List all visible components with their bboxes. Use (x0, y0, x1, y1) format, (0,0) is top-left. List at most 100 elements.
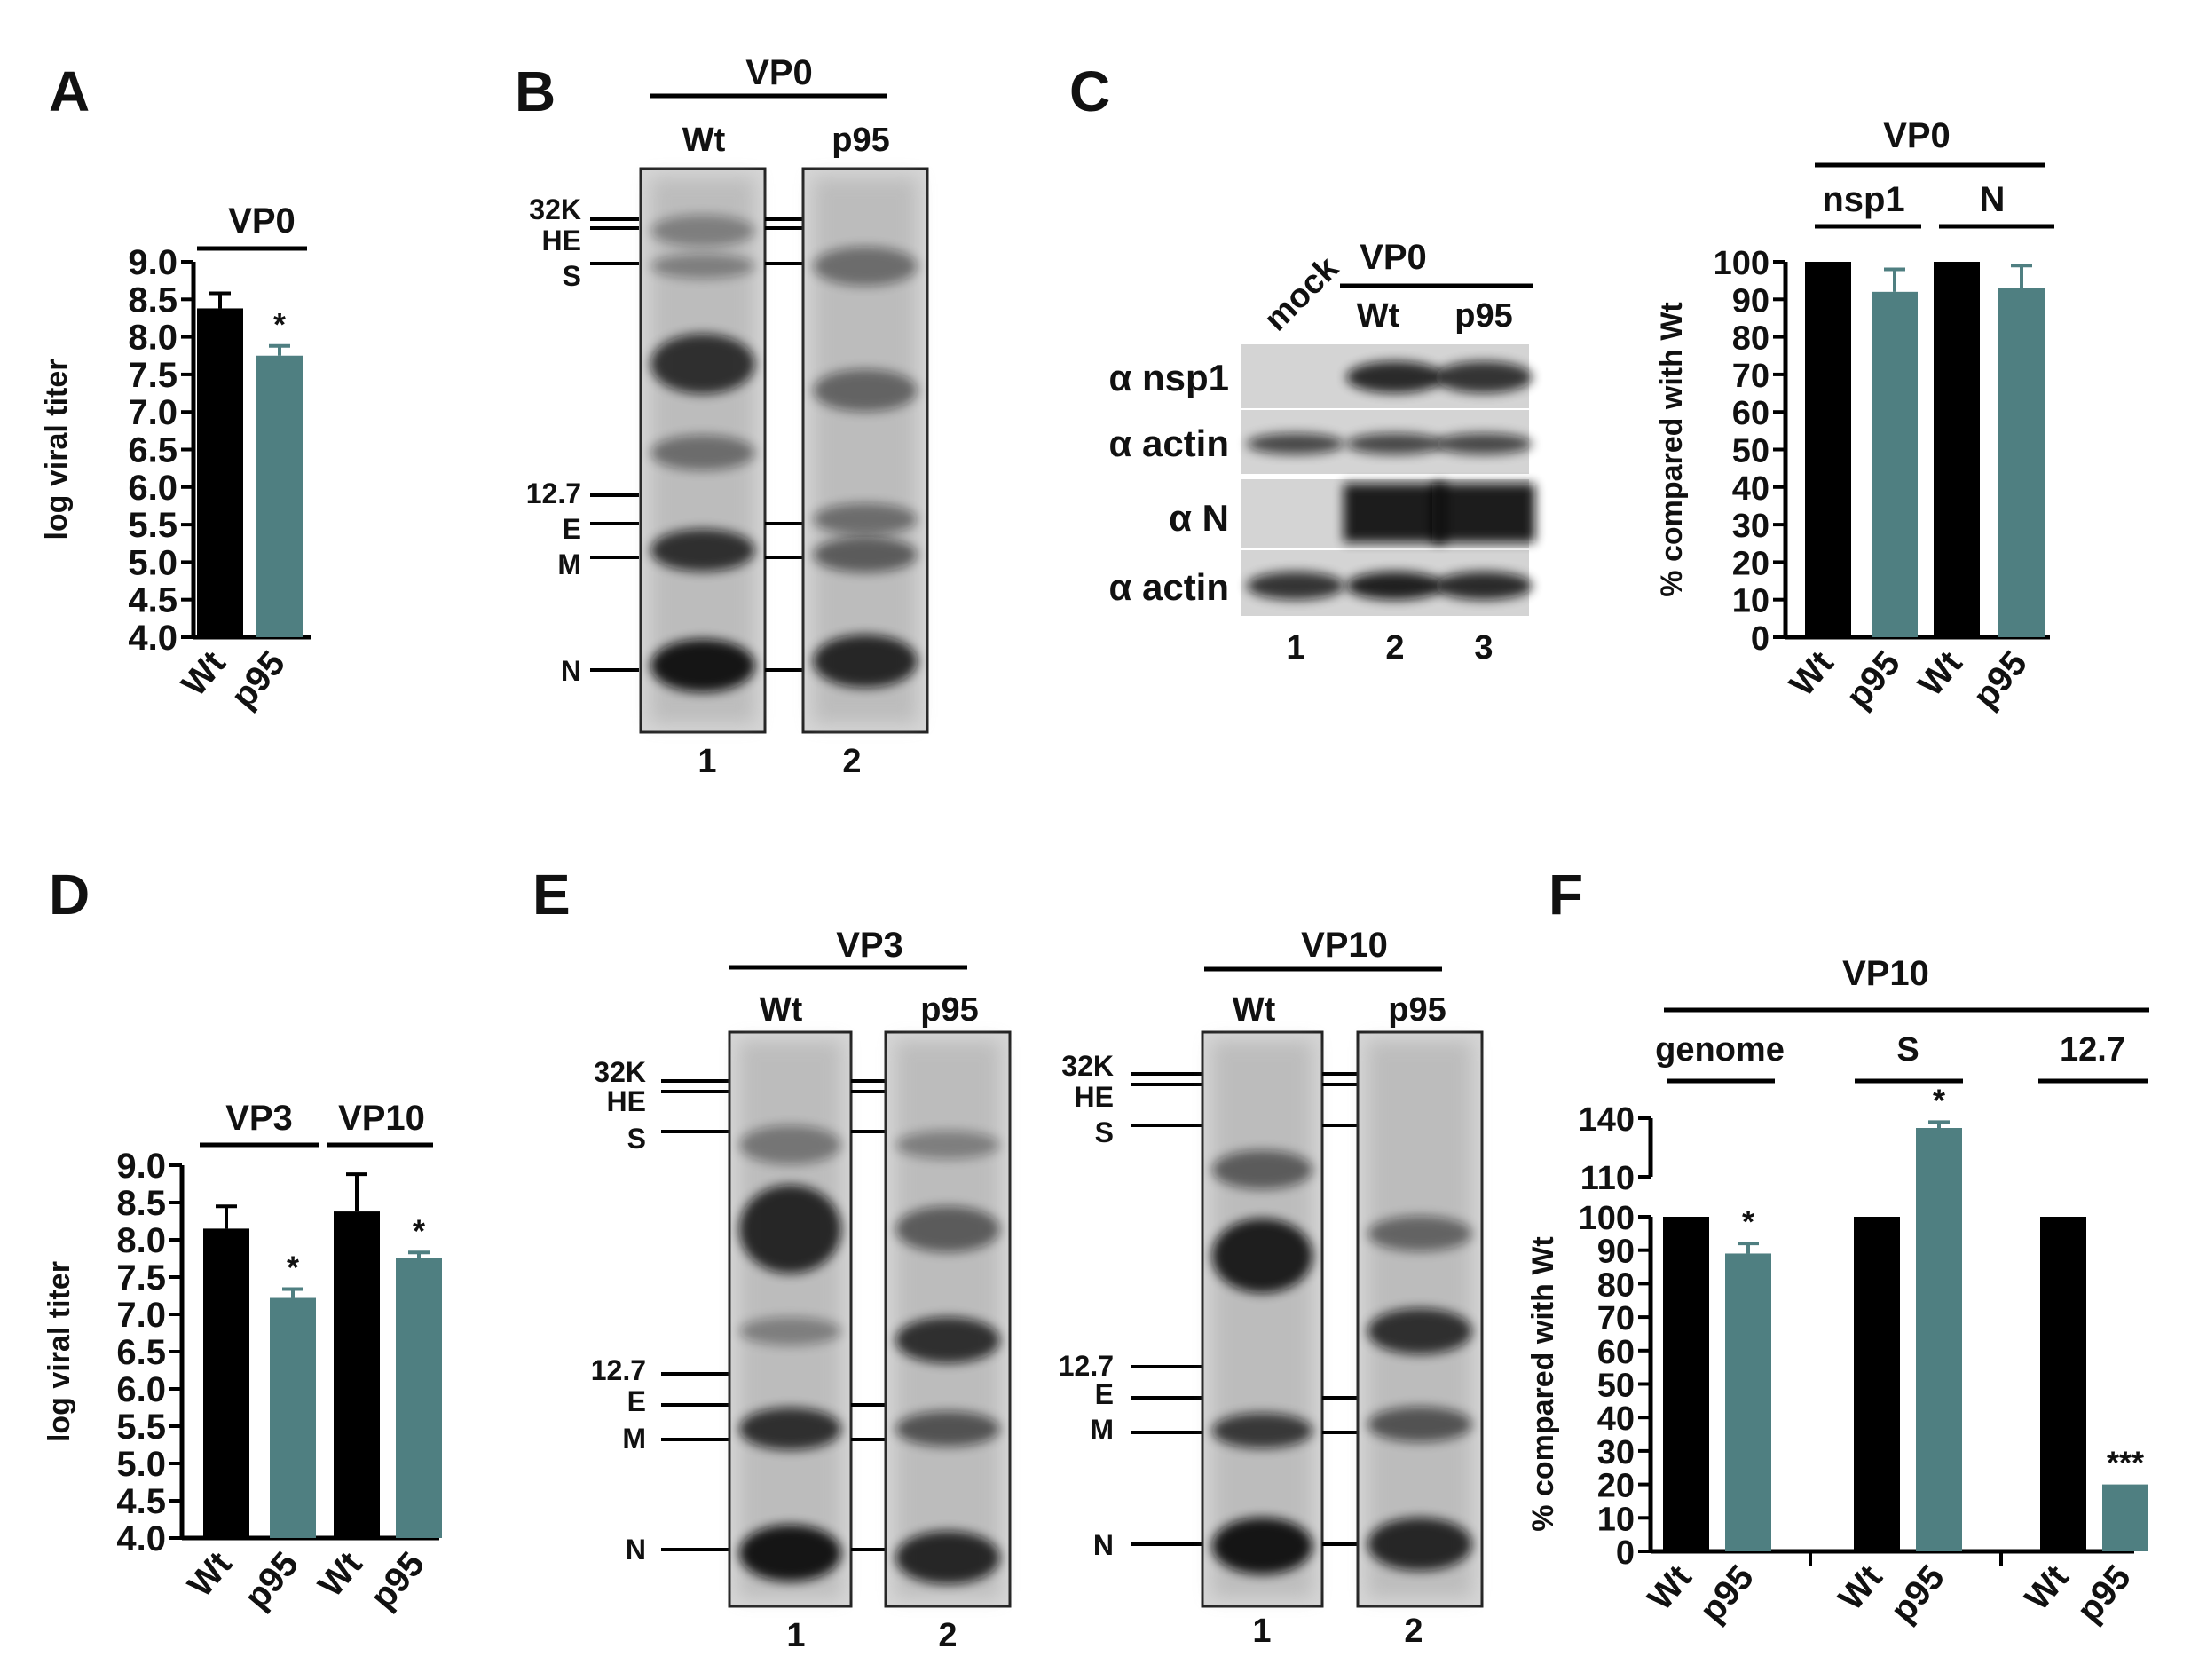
y-tick-label: 9.0 (128, 243, 177, 282)
x-tick-label: Wt (180, 1545, 240, 1605)
bar (1805, 262, 1851, 637)
bar (1663, 1217, 1709, 1551)
panel-e-gel1-lane-number-2: 2 (938, 1617, 957, 1654)
gel-band (738, 1185, 842, 1274)
y-tick-label: 30 (1732, 508, 1769, 545)
y-tick-label: 70 (1597, 1300, 1635, 1337)
y-axis-label: log viral titer (40, 359, 74, 540)
panel-c-blot-lane-wt: Wt (1357, 297, 1400, 335)
panel-letter-a: A (49, 59, 90, 123)
panel-c-blot-lane-number-1: 1 (1286, 629, 1304, 666)
panel-letter-f: F (1549, 863, 1583, 927)
y-tick-label: 9.0 (116, 1147, 166, 1186)
y-tick-label: 140 (1579, 1101, 1635, 1139)
bar (1998, 288, 2045, 637)
y-tick-label: 6.5 (116, 1333, 166, 1372)
y-tick-label: 6.0 (116, 1370, 166, 1409)
y-tick-label: 70 (1732, 358, 1769, 395)
panel-c-mock-label: mock (1257, 249, 1347, 339)
y-tick-label: 100 (1579, 1200, 1635, 1237)
y-tick-label: 5.5 (116, 1408, 166, 1447)
panel-e-gel2-header: VP10 (1301, 926, 1388, 965)
y-tick-label: 7.5 (128, 356, 177, 395)
gel-band (1367, 1518, 1472, 1571)
gel-band (650, 639, 755, 692)
bar (197, 308, 243, 637)
panel-d-group-vp3: VP3 (225, 1099, 293, 1138)
marker-label: 12.7 (591, 1354, 646, 1386)
x-tick-label: Wt (2017, 1558, 2077, 1618)
gel-band (895, 1531, 1000, 1584)
marker-label: 32K (529, 193, 581, 225)
gel-band (1211, 1518, 1313, 1574)
y-tick-label: 80 (1732, 320, 1769, 358)
panel-e: E VP3 Wt p95 VP10 Wt p95 32KHES12.7EMN32… (532, 863, 1484, 1654)
y-tick-label: 10 (1597, 1501, 1635, 1538)
marker-label: S (1095, 1116, 1114, 1148)
gel-band (1211, 1219, 1313, 1293)
marker-label: E (1095, 1378, 1114, 1410)
gel-band (738, 1525, 842, 1581)
blot-band (1247, 572, 1344, 600)
panel-e-gel2-lane-p95: p95 (1388, 991, 1446, 1029)
y-tick-label: 90 (1597, 1234, 1635, 1271)
y-tick-label: 30 (1597, 1434, 1635, 1471)
gel-band (895, 1317, 1000, 1363)
significance-mark: *** (2107, 1445, 2144, 1481)
y-tick-label: 40 (1732, 470, 1769, 508)
panel-f-group-12-7: 12.7 (2060, 1031, 2125, 1069)
gel-band (813, 537, 918, 572)
x-tick-label: Wt (1831, 1558, 1890, 1618)
panel-c: C mock VP0 Wt p95 α nsp1 α actin α N α a… (1069, 59, 2054, 716)
y-axis-label: log viral titer (43, 1261, 76, 1442)
panel-c-group-nsp1: nsp1 (1822, 180, 1904, 219)
y-tick-label: 100 (1714, 245, 1769, 282)
gel-band (895, 1206, 1000, 1252)
bar (1916, 1128, 1962, 1551)
significance-mark: * (1933, 1082, 1945, 1118)
blot-band (1435, 361, 1533, 393)
y-tick-label: 20 (1732, 545, 1769, 582)
y-tick-label: 90 (1732, 282, 1769, 319)
marker-label: HE (542, 225, 581, 256)
significance-mark: * (287, 1249, 299, 1285)
y-tick-label: 8.5 (128, 280, 177, 319)
y-tick-label: 8.0 (128, 319, 177, 358)
y-tick-label: 110 (1580, 1160, 1635, 1197)
blot-band (1435, 433, 1533, 454)
gel-band (813, 503, 918, 535)
y-tick-label: 50 (1732, 433, 1769, 470)
y-tick-label: 6.5 (128, 431, 177, 470)
bar (203, 1228, 249, 1538)
bar (2040, 1217, 2086, 1551)
y-axis-label: % compared with Wt (1526, 1236, 1560, 1531)
panel-letter-c: C (1069, 59, 1110, 123)
significance-mark: * (413, 1212, 425, 1249)
panel-e-gel2-lane-wt: Wt (1233, 991, 1276, 1029)
gel-band (650, 215, 755, 247)
gel-band (738, 1408, 842, 1450)
marker-label: E (563, 513, 581, 545)
y-axis-label: % compared with Wt (1655, 302, 1689, 596)
marker-label: 32K (1061, 1050, 1114, 1082)
panel-a-header: VP0 (228, 201, 296, 241)
panel-e-gel1-lane-wt: Wt (760, 991, 803, 1029)
marker-label: S (563, 260, 581, 292)
panel-b-lane-number-1: 1 (698, 743, 716, 780)
gel-band (738, 1125, 842, 1164)
blot-row-label: α actin (1108, 422, 1229, 464)
panel-d: D VP3 VP10 4.04.55.05.56.06.57.07.58.08.… (43, 863, 442, 1617)
y-tick-label: 4.5 (116, 1482, 166, 1521)
gel-band (813, 369, 918, 412)
blot-band (1346, 361, 1444, 393)
y-tick-label: 50 (1597, 1368, 1635, 1405)
gel-band (650, 435, 755, 470)
gel-band (1367, 1407, 1472, 1442)
x-tick-label: Wt (1782, 644, 1841, 704)
panel-f-group-genome: genome (1655, 1031, 1785, 1069)
gel-band (813, 247, 918, 286)
y-tick-label: 10 (1732, 583, 1769, 620)
